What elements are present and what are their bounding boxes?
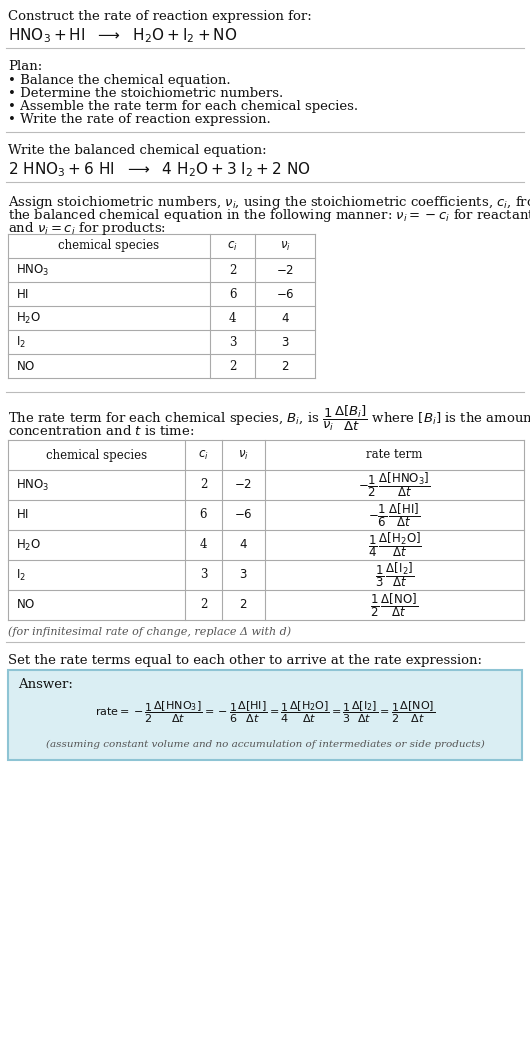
Text: $\mathrm{HNO_3 + HI\ \ \longrightarrow\ \ H_2O + I_2 + NO}$: $\mathrm{HNO_3 + HI\ \ \longrightarrow\ …	[8, 26, 237, 45]
Text: $-\dfrac{1}{6}\,\dfrac{\Delta[\mathrm{HI}]}{\Delta t}$: $-\dfrac{1}{6}\,\dfrac{\Delta[\mathrm{HI…	[368, 501, 421, 529]
Text: 2: 2	[229, 264, 236, 276]
Text: • Determine the stoichiometric numbers.: • Determine the stoichiometric numbers.	[8, 86, 283, 100]
Text: Write the balanced chemical equation:: Write the balanced chemical equation:	[8, 144, 267, 157]
Text: 4: 4	[200, 539, 207, 551]
FancyBboxPatch shape	[8, 670, 522, 760]
Text: $-6$: $-6$	[276, 288, 294, 300]
Text: chemical species: chemical species	[58, 240, 160, 252]
Text: $\mathrm{HI}$: $\mathrm{HI}$	[16, 508, 29, 521]
Text: $2$: $2$	[240, 598, 248, 612]
Text: and $\nu_i = c_i$ for products:: and $\nu_i = c_i$ for products:	[8, 220, 166, 237]
Text: $\dfrac{1}{3}\,\dfrac{\Delta[\mathrm{I_2}]}{\Delta t}$: $\dfrac{1}{3}\,\dfrac{\Delta[\mathrm{I_2…	[375, 561, 414, 590]
Text: $-6$: $-6$	[234, 508, 253, 521]
Text: $\mathrm{H_2O}$: $\mathrm{H_2O}$	[16, 538, 41, 552]
Text: 4: 4	[229, 312, 236, 324]
Text: $c_i$: $c_i$	[227, 240, 238, 252]
Text: • Write the rate of reaction expression.: • Write the rate of reaction expression.	[8, 113, 271, 126]
Text: 2: 2	[200, 598, 207, 612]
Text: $4$: $4$	[280, 312, 289, 324]
Text: $\mathrm{2\ HNO_3 + 6\ HI\ \ \longrightarrow\ \ 4\ H_2O + 3\ I_2 + 2\ NO}$: $\mathrm{2\ HNO_3 + 6\ HI\ \ \longrighta…	[8, 160, 311, 178]
Text: chemical species: chemical species	[46, 448, 147, 462]
Text: $\dfrac{1}{4}\,\dfrac{\Delta[\mathrm{H_2O}]}{\Delta t}$: $\dfrac{1}{4}\,\dfrac{\Delta[\mathrm{H_2…	[368, 530, 421, 560]
Text: • Balance the chemical equation.: • Balance the chemical equation.	[8, 74, 231, 86]
Text: • Assemble the rate term for each chemical species.: • Assemble the rate term for each chemic…	[8, 100, 358, 113]
Text: $\mathrm{HNO_3}$: $\mathrm{HNO_3}$	[16, 263, 49, 277]
Text: (assuming constant volume and no accumulation of intermediates or side products): (assuming constant volume and no accumul…	[46, 740, 484, 749]
Text: $-\dfrac{1}{2}\,\dfrac{\Delta[\mathrm{HNO_3}]}{\Delta t}$: $-\dfrac{1}{2}\,\dfrac{\Delta[\mathrm{HN…	[358, 471, 431, 499]
Text: $c_i$: $c_i$	[198, 448, 209, 462]
Text: $\mathrm{NO}$: $\mathrm{NO}$	[16, 359, 36, 372]
Text: the balanced chemical equation in the following manner: $\nu_i = -c_i$ for react: the balanced chemical equation in the fo…	[8, 207, 530, 224]
Text: $\nu_i$: $\nu_i$	[280, 240, 290, 252]
Text: 3: 3	[229, 336, 236, 348]
Text: $\mathrm{HI}$: $\mathrm{HI}$	[16, 288, 29, 300]
Text: $3$: $3$	[239, 569, 248, 581]
Text: 6: 6	[200, 508, 207, 521]
Text: Plan:: Plan:	[8, 60, 42, 73]
Text: The rate term for each chemical species, $B_i$, is $\dfrac{1}{\nu_i}\dfrac{\Delt: The rate term for each chemical species,…	[8, 404, 530, 433]
Text: $-2$: $-2$	[276, 264, 294, 276]
Text: $\mathrm{I_2}$: $\mathrm{I_2}$	[16, 568, 26, 582]
Text: Set the rate terms equal to each other to arrive at the rate expression:: Set the rate terms equal to each other t…	[8, 654, 482, 667]
Text: $\mathrm{HNO_3}$: $\mathrm{HNO_3}$	[16, 477, 49, 493]
Text: $\mathrm{rate} = -\dfrac{1}{2}\dfrac{\Delta[\mathrm{HNO_3}]}{\Delta t} = -\dfrac: $\mathrm{rate} = -\dfrac{1}{2}\dfrac{\De…	[95, 700, 435, 725]
Text: 2: 2	[229, 359, 236, 372]
Text: $\dfrac{1}{2}\,\dfrac{\Delta[\mathrm{NO}]}{\Delta t}$: $\dfrac{1}{2}\,\dfrac{\Delta[\mathrm{NO}…	[370, 591, 419, 619]
Text: $\nu_i$: $\nu_i$	[238, 448, 249, 462]
Text: (for infinitesimal rate of change, replace Δ with d): (for infinitesimal rate of change, repla…	[8, 626, 291, 637]
Text: 6: 6	[229, 288, 236, 300]
Text: Construct the rate of reaction expression for:: Construct the rate of reaction expressio…	[8, 10, 312, 23]
Text: $2$: $2$	[281, 359, 289, 372]
Text: 3: 3	[200, 569, 207, 581]
Text: $\mathrm{I_2}$: $\mathrm{I_2}$	[16, 334, 26, 349]
Text: $\mathrm{NO}$: $\mathrm{NO}$	[16, 598, 36, 612]
Text: $3$: $3$	[281, 336, 289, 348]
Text: Assign stoichiometric numbers, $\nu_i$, using the stoichiometric coefficients, $: Assign stoichiometric numbers, $\nu_i$, …	[8, 194, 530, 210]
Text: $4$: $4$	[239, 539, 248, 551]
Text: rate term: rate term	[366, 448, 423, 462]
Text: Answer:: Answer:	[18, 678, 73, 691]
Text: $\mathrm{H_2O}$: $\mathrm{H_2O}$	[16, 311, 41, 325]
Text: 2: 2	[200, 478, 207, 492]
Text: concentration and $t$ is time:: concentration and $t$ is time:	[8, 424, 195, 438]
Text: $-2$: $-2$	[234, 478, 253, 492]
